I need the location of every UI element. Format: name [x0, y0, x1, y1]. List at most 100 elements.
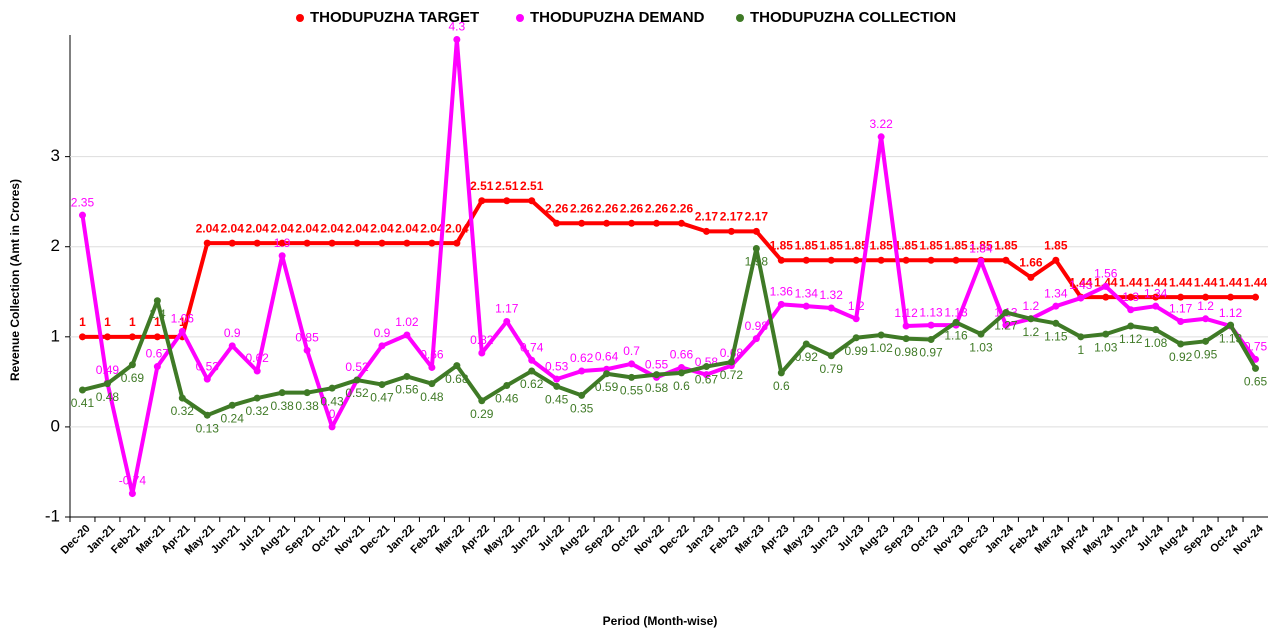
data-label: 1.34: [795, 286, 819, 300]
point: [128, 361, 136, 369]
x-tick-label: Sep-24: [1182, 522, 1217, 557]
data-label: 1.08: [1144, 336, 1168, 350]
point: [702, 363, 710, 371]
point: [328, 423, 336, 431]
point: [403, 239, 411, 247]
data-label: 1.85: [869, 238, 893, 252]
point: [1227, 321, 1235, 329]
x-tick-label: Jun-24: [1107, 522, 1141, 556]
point: [777, 256, 785, 264]
data-label: 1.44: [1194, 275, 1218, 289]
point: [852, 334, 860, 342]
point: [153, 333, 161, 341]
data-label: 0.67: [146, 347, 170, 361]
point: [353, 376, 361, 384]
data-label: 0.48: [96, 390, 120, 404]
point: [528, 356, 536, 364]
data-label: 1.85: [969, 238, 993, 252]
legend-label: THODUPUZHA DEMAND: [530, 9, 705, 26]
data-label: 1.2: [1197, 299, 1214, 313]
point: [628, 360, 636, 368]
point: [802, 340, 810, 348]
data-label: 0.9: [374, 326, 391, 340]
point: [702, 227, 710, 235]
data-label: 1.02: [869, 341, 893, 355]
point: [1077, 333, 1085, 341]
point: [1177, 317, 1185, 325]
data-label: 0.38: [295, 399, 319, 413]
point: [628, 373, 636, 381]
legend-marker: [296, 14, 304, 22]
data-label: 2.26: [645, 201, 669, 215]
point: [752, 245, 760, 253]
data-label: 0.13: [196, 421, 220, 435]
data-label: 1.44: [1169, 275, 1193, 289]
legend-label: THODUPUZHA COLLECTION: [750, 9, 956, 26]
point: [827, 352, 835, 360]
point: [128, 490, 136, 498]
data-label: 0.32: [246, 404, 270, 418]
data-label: 1.84: [969, 241, 993, 255]
point: [603, 219, 611, 227]
data-label: 0.64: [595, 349, 619, 363]
point: [1102, 282, 1110, 290]
point: [478, 197, 486, 205]
data-label: 1.17: [495, 302, 519, 316]
point: [1052, 302, 1060, 310]
data-label: 1.85: [1044, 238, 1068, 252]
data-label: 0.38: [270, 399, 294, 413]
data-label: 1.44: [1244, 275, 1268, 289]
data-label: 1.85: [845, 238, 869, 252]
data-label: 2.04: [445, 221, 469, 235]
data-label: 0.74: [520, 340, 544, 354]
data-label: 0.97: [919, 346, 943, 360]
point: [1202, 293, 1210, 301]
data-label: 2.04: [270, 221, 294, 235]
data-label: 1.03: [969, 340, 993, 354]
data-label: 0.49: [96, 363, 120, 377]
data-label: 0.65: [1244, 375, 1268, 389]
data-label: 1.85: [770, 238, 794, 252]
point: [1202, 315, 1210, 323]
point: [653, 371, 661, 379]
data-label: 0.9: [224, 326, 241, 340]
data-label: 0.99: [845, 344, 869, 358]
data-label: 1.85: [919, 238, 943, 252]
point: [1102, 293, 1110, 301]
point: [578, 219, 586, 227]
data-label: 0.98: [894, 345, 918, 359]
data-label: 1.44: [1119, 275, 1143, 289]
point: [253, 394, 261, 402]
data-label: 2.51: [495, 179, 519, 193]
point: [802, 302, 810, 310]
data-label: 1.36: [770, 285, 794, 299]
data-label: 1.2: [1023, 325, 1040, 339]
point: [1152, 302, 1160, 310]
point: [1252, 364, 1260, 372]
point: [1227, 293, 1235, 301]
data-label: 0.52: [345, 386, 369, 400]
x-axis-label: Period (Month-wise): [603, 614, 718, 628]
point: [1002, 321, 1010, 329]
data-label: 2.04: [320, 221, 344, 235]
point: [428, 380, 436, 388]
point: [1027, 315, 1035, 323]
data-label: 0.6: [773, 379, 790, 393]
data-label: 0.98: [745, 319, 769, 333]
data-label: 2.04: [246, 221, 270, 235]
point: [178, 394, 186, 402]
point: [253, 367, 261, 375]
point: [1002, 308, 1010, 316]
data-label: 2.26: [545, 201, 569, 215]
point: [1127, 293, 1135, 301]
y-tick-label: 1: [51, 326, 60, 345]
data-label: 1.85: [820, 238, 844, 252]
point: [503, 381, 511, 389]
data-label: 1.44: [1094, 275, 1118, 289]
data-label: 2.04: [345, 221, 369, 235]
data-label: 2.26: [595, 201, 619, 215]
data-label: 0.43: [320, 394, 344, 408]
data-label: 1: [104, 315, 111, 329]
data-label: 0.69: [121, 371, 145, 385]
point: [328, 239, 336, 247]
